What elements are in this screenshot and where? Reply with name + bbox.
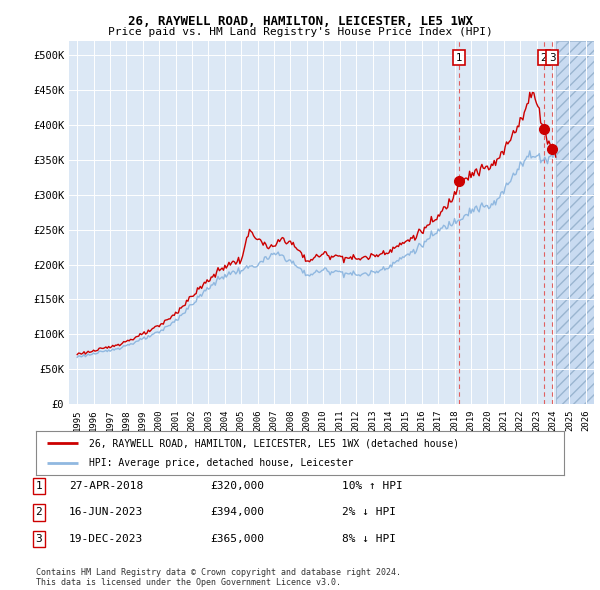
Text: 27-APR-2018: 27-APR-2018	[69, 481, 143, 491]
Text: 8% ↓ HPI: 8% ↓ HPI	[342, 534, 396, 544]
Text: 26, RAYWELL ROAD, HAMILTON, LEICESTER, LE5 1WX (detached house): 26, RAYWELL ROAD, HAMILTON, LEICESTER, L…	[89, 438, 459, 448]
Text: 19-DEC-2023: 19-DEC-2023	[69, 534, 143, 544]
Bar	[556, 41, 594, 404]
Text: Price paid vs. HM Land Registry's House Price Index (HPI): Price paid vs. HM Land Registry's House …	[107, 27, 493, 37]
Text: 2: 2	[541, 53, 547, 63]
Text: HPI: Average price, detached house, Leicester: HPI: Average price, detached house, Leic…	[89, 458, 353, 467]
Text: 1: 1	[456, 53, 463, 63]
Text: Contains HM Land Registry data © Crown copyright and database right 2024.
This d: Contains HM Land Registry data © Crown c…	[36, 568, 401, 587]
Text: £394,000: £394,000	[210, 507, 264, 517]
Text: 2: 2	[35, 507, 43, 517]
Text: 1: 1	[35, 481, 43, 491]
Bar	[556, 41, 594, 404]
Text: £365,000: £365,000	[210, 534, 264, 544]
Text: 3: 3	[35, 534, 43, 544]
Text: 3: 3	[549, 53, 556, 63]
Text: 10% ↑ HPI: 10% ↑ HPI	[342, 481, 403, 491]
Text: 2% ↓ HPI: 2% ↓ HPI	[342, 507, 396, 517]
Text: 16-JUN-2023: 16-JUN-2023	[69, 507, 143, 517]
Text: £320,000: £320,000	[210, 481, 264, 491]
Text: 26, RAYWELL ROAD, HAMILTON, LEICESTER, LE5 1WX: 26, RAYWELL ROAD, HAMILTON, LEICESTER, L…	[128, 15, 473, 28]
